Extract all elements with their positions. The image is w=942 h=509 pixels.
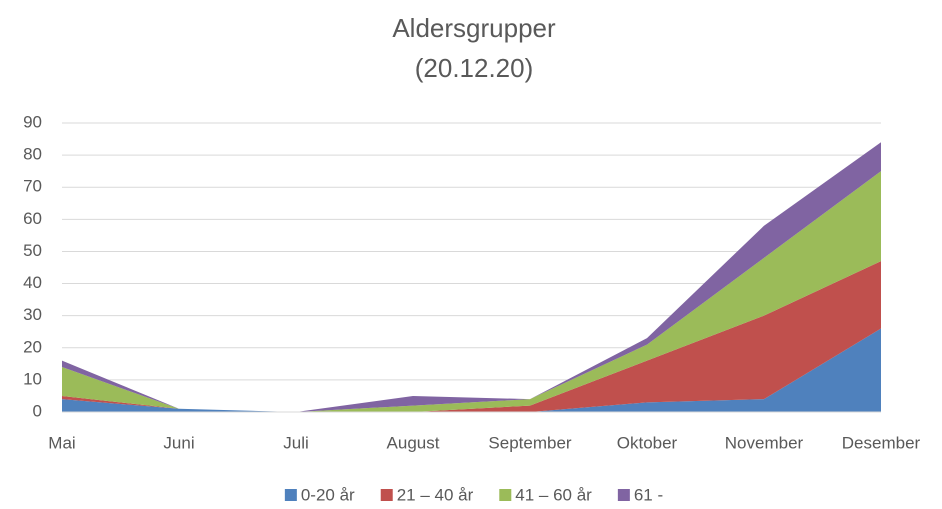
area — [62, 328, 881, 412]
y-tick-label: 60 — [23, 209, 42, 228]
y-tick-label: 90 — [23, 112, 42, 131]
x-tick-label: November — [725, 433, 804, 452]
y-tick-label: 0 — [33, 401, 42, 420]
x-tick-label: Desember — [842, 433, 921, 452]
x-tick-label: September — [488, 433, 571, 452]
x-tick-label: Mai — [48, 433, 75, 452]
legend-label: 21 – 40 år — [397, 485, 474, 504]
y-tick-label: 50 — [23, 241, 42, 260]
x-tick-label: Juni — [163, 433, 194, 452]
y-tick-label: 40 — [23, 273, 42, 292]
y-tick-label: 10 — [23, 369, 42, 388]
x-tick-label: August — [387, 433, 440, 452]
y-tick-label: 20 — [23, 337, 42, 356]
area — [62, 142, 881, 412]
chart-title: Aldersgrupper — [392, 13, 556, 43]
legend-swatch — [284, 489, 297, 501]
y-tick-label: 70 — [23, 177, 42, 196]
y-tick-label: 80 — [23, 145, 42, 164]
chart-subtitle: (20.12.20) — [415, 53, 534, 83]
legend-swatch — [380, 489, 393, 501]
y-tick-label: 30 — [23, 305, 42, 324]
legend-swatch — [499, 489, 512, 501]
area — [62, 261, 881, 412]
legend-label: 0-20 år — [301, 485, 355, 504]
legend-label: 61 - — [634, 485, 663, 504]
legend-label: 41 – 60 år — [515, 485, 592, 504]
x-tick-label: Oktober — [617, 433, 678, 452]
legend-swatch — [617, 489, 630, 501]
x-tick-label: Juli — [283, 433, 309, 452]
